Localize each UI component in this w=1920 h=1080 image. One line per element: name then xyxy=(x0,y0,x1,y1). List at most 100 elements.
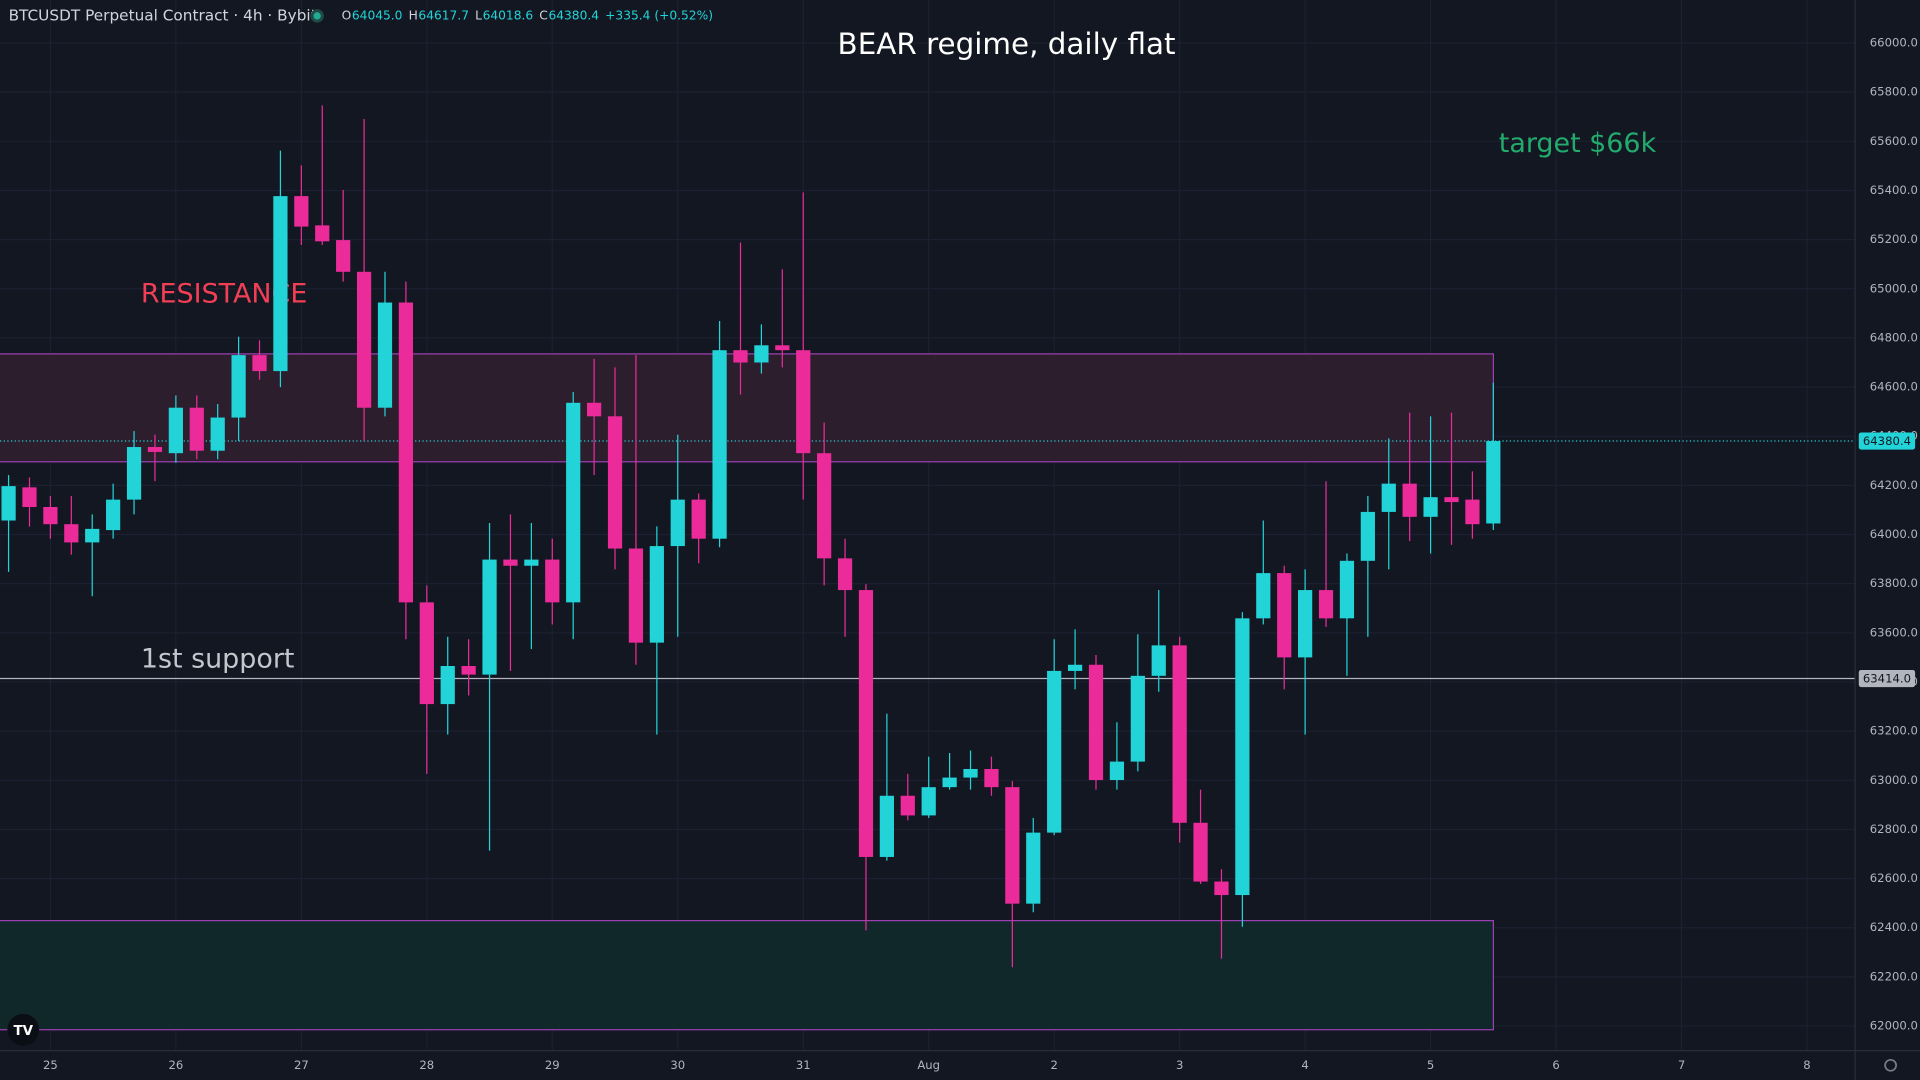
candle-body xyxy=(775,345,790,351)
candle-body xyxy=(1193,822,1208,882)
x-tick-label: 30 xyxy=(670,1058,685,1072)
candle-body xyxy=(189,407,204,451)
candle-body xyxy=(356,271,372,408)
candle-body xyxy=(1381,483,1396,512)
candle-body xyxy=(106,499,121,531)
candle-body xyxy=(1026,832,1041,904)
price-label-box xyxy=(1858,432,1916,450)
x-tick-label: 7 xyxy=(1678,1058,1685,1072)
candle-body xyxy=(1067,664,1083,671)
x-tick-label: 31 xyxy=(796,1058,811,1072)
candle-body xyxy=(419,602,434,705)
price-lines xyxy=(0,440,1856,680)
y-tick-label: 63200.0 xyxy=(1870,724,1918,738)
annotation: target $66k xyxy=(1499,128,1657,159)
price-label: 63414.0 xyxy=(1863,672,1911,686)
ohlc-value: 64045.0 xyxy=(352,8,403,22)
x-tick-label: 26 xyxy=(168,1058,183,1072)
candle-body xyxy=(524,559,539,566)
candle-body xyxy=(147,447,163,452)
price-label-box xyxy=(1858,669,1916,688)
ohlc-value: 64617.7 xyxy=(418,8,469,22)
logo-mark[interactable]: TV xyxy=(13,1024,33,1039)
symbol: BTCUSDT Perpetual Contract · 4h · Bybit xyxy=(9,6,317,24)
candle-body xyxy=(85,528,100,543)
y-tick-label: 64000.0 xyxy=(1870,527,1918,541)
x-tick-label: 29 xyxy=(545,1058,560,1072)
candle-body xyxy=(273,196,288,372)
candle-body xyxy=(691,499,706,539)
candle-body xyxy=(1109,761,1125,781)
x-tick-label: 27 xyxy=(294,1058,309,1072)
candle-body xyxy=(879,795,894,857)
candle-body xyxy=(1151,645,1166,676)
candle-body xyxy=(1256,573,1271,619)
y-tick-label: 65200.0 xyxy=(1870,232,1918,246)
candle-body xyxy=(984,768,999,788)
candle-body xyxy=(942,777,957,788)
candle-body xyxy=(1005,787,1020,904)
candle-body xyxy=(1444,497,1459,503)
y-tick-label: 63600.0 xyxy=(1870,625,1918,639)
x-tick-label: 5 xyxy=(1427,1058,1434,1072)
ohlc-value: 64380.4 xyxy=(548,8,599,22)
candle-body xyxy=(566,402,581,603)
zone xyxy=(0,353,1494,463)
candle-body xyxy=(210,417,225,451)
candle-body xyxy=(1298,590,1313,658)
candle-body xyxy=(545,559,560,603)
logo-bg[interactable] xyxy=(7,1013,40,1046)
candle-body xyxy=(586,402,602,417)
ohlc-label: H xyxy=(409,8,418,22)
candle-body xyxy=(733,350,748,363)
header: BTCUSDT Perpetual Contract · 4h · Bybit … xyxy=(9,6,713,24)
candle-body xyxy=(754,345,769,363)
candle-body xyxy=(1130,675,1145,762)
price-label: 64380.4 xyxy=(1863,434,1911,448)
candle-body xyxy=(231,355,246,418)
candle-body xyxy=(1423,497,1438,517)
candle-body xyxy=(900,795,915,816)
candle-body xyxy=(628,548,644,643)
candle-body xyxy=(1,486,16,521)
candle-body xyxy=(1360,511,1375,561)
x-tick-label: 6 xyxy=(1552,1058,1559,1072)
x-tick-label: 2 xyxy=(1050,1058,1057,1072)
y-tick-label: 65400.0 xyxy=(1870,183,1918,197)
candle-body xyxy=(252,355,267,372)
ohlc-value: 64018.6 xyxy=(483,8,534,22)
annotation: 1st support xyxy=(141,644,295,675)
candle-body xyxy=(1486,441,1501,524)
candle-body xyxy=(1318,590,1334,619)
candle-body xyxy=(294,196,309,227)
ohlc-label: L xyxy=(475,8,482,22)
x-tick-label: 4 xyxy=(1301,1058,1308,1072)
x-tick-label: Aug xyxy=(917,1058,940,1072)
candle-body xyxy=(1339,560,1355,619)
candle-body xyxy=(796,350,811,454)
y-tick-label: 64200.0 xyxy=(1870,478,1918,492)
y-tick-label: 63800.0 xyxy=(1870,576,1918,590)
chart-title: BEAR regime, daily flat xyxy=(838,27,1176,61)
candle-body xyxy=(1172,645,1187,823)
candle-body xyxy=(607,416,623,549)
settings[interactable] xyxy=(1884,1058,1897,1072)
candle-body xyxy=(482,559,497,675)
candle-body xyxy=(670,499,685,547)
ohlc-label: C xyxy=(539,8,548,22)
candle-body xyxy=(1047,670,1062,833)
x-tick-label: 3 xyxy=(1176,1058,1183,1072)
candle-body xyxy=(461,666,476,675)
candle-body xyxy=(64,524,79,543)
x-tick-label: 28 xyxy=(419,1058,434,1072)
settings-icon[interactable] xyxy=(1884,1058,1897,1072)
candle-body xyxy=(440,666,455,705)
y-tick-label: 64600.0 xyxy=(1870,380,1918,394)
candle-body xyxy=(1088,664,1104,781)
candle-body xyxy=(921,787,936,816)
logo[interactable]: TV xyxy=(7,1013,40,1046)
y-tick-label: 65800.0 xyxy=(1870,85,1918,99)
